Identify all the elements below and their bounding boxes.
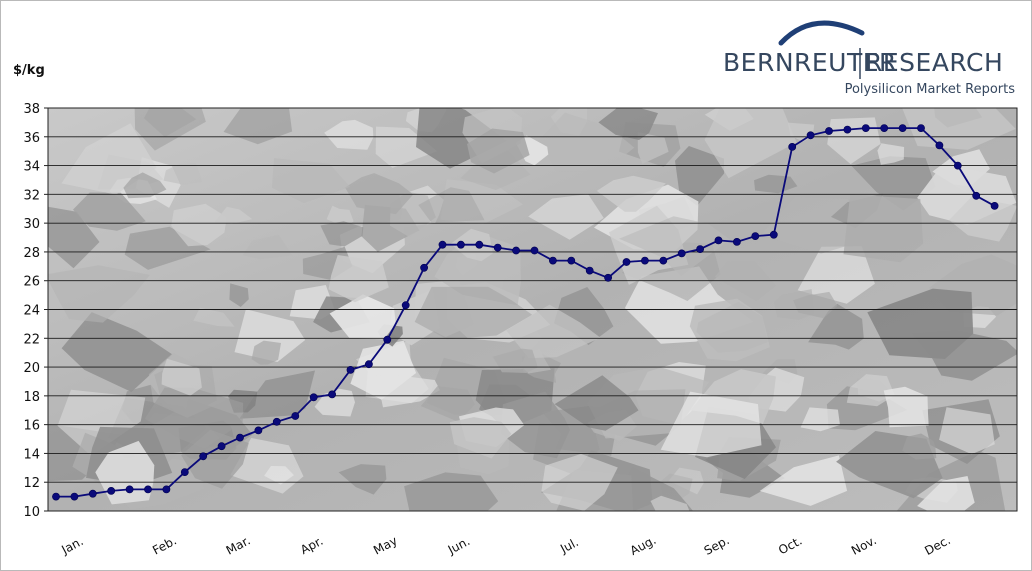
data-point <box>254 426 263 435</box>
data-point <box>70 492 79 501</box>
y-axis: 10 12 14 16 18 20 22 24 26 28 30 32 34 36 38 <box>23 102 48 520</box>
data-point <box>898 124 907 132</box>
bernreuter-research-logo: BERNREUTER RESEARCH Polysilicon Market R… <box>723 20 1016 97</box>
x-tick-label: Feb. <box>150 533 179 557</box>
x-tick-label: Oct. <box>776 534 804 558</box>
data-point <box>236 433 244 442</box>
data-point <box>769 230 778 239</box>
data-point <box>622 258 631 266</box>
x-tick-label: Nov. <box>849 533 879 558</box>
data-point <box>733 237 741 246</box>
logo-tagline: Polysilicon Market Reports <box>845 82 1016 97</box>
data-point <box>659 256 668 265</box>
data-point <box>125 485 134 494</box>
data-point <box>364 360 373 369</box>
data-point <box>585 266 594 275</box>
data-point <box>475 240 484 249</box>
data-point <box>788 142 797 151</box>
y-tick-label: 28 <box>23 246 40 261</box>
y-axis-unit-label: $/kg <box>13 63 45 78</box>
data-point <box>180 468 189 476</box>
data-point <box>291 412 300 420</box>
data-point <box>346 365 355 374</box>
x-tick-label: Jul. <box>557 535 581 556</box>
data-point <box>917 124 925 132</box>
price-series <box>52 124 999 501</box>
y-tick-label: 24 <box>23 304 40 319</box>
data-point <box>144 485 152 494</box>
data-point <box>217 442 226 451</box>
data-point <box>493 243 502 252</box>
data-point <box>806 131 815 140</box>
x-tick-label: Mar. <box>224 533 253 557</box>
y-tick-label: 34 <box>23 160 40 175</box>
data-point <box>383 335 392 344</box>
data-point <box>972 191 981 200</box>
logo-brand-right: RESEARCH <box>865 48 1003 77</box>
y-tick-label: 16 <box>23 419 40 434</box>
y-tick-label: 36 <box>23 131 40 146</box>
data-point <box>990 201 999 210</box>
logo-brand-left: BERNREUTER <box>723 48 897 77</box>
x-tick-label: Jun. <box>445 534 472 557</box>
y-tick-label: 14 <box>23 447 40 462</box>
x-axis: Jan. Feb. Mar. Apr. May Jun. Jul. Aug. Sep. Oct. N… <box>59 533 953 558</box>
data-point <box>880 124 889 132</box>
data-point <box>512 246 520 255</box>
data-point <box>401 301 410 310</box>
data-point <box>641 256 649 265</box>
x-tick-label: Aug. <box>628 533 659 558</box>
y-tick-label: 12 <box>23 476 40 491</box>
data-point <box>751 232 760 240</box>
x-tick-label: Jan. <box>59 534 86 557</box>
x-tick-label: Sep. <box>702 533 732 558</box>
data-point <box>530 246 539 255</box>
series-line <box>56 127 996 498</box>
x-tick-label: May <box>371 533 399 557</box>
data-point <box>677 249 686 258</box>
x-tick-label: Apr. <box>298 534 325 557</box>
data-point <box>604 273 612 282</box>
data-point <box>696 245 704 253</box>
data-point <box>456 240 465 249</box>
data-point <box>88 489 97 498</box>
data-point <box>825 127 833 135</box>
y-tick-label: 20 <box>23 361 40 376</box>
data-point <box>935 141 944 150</box>
data-point <box>420 263 428 272</box>
data-point <box>953 161 962 170</box>
data-point <box>107 486 116 495</box>
data-point <box>199 452 208 461</box>
y-tick-label: 32 <box>23 188 40 203</box>
data-point <box>272 417 281 426</box>
y-tick-label: 30 <box>23 217 40 232</box>
data-point <box>52 492 60 501</box>
plot-background-image <box>48 108 1017 511</box>
data-point <box>162 485 171 494</box>
data-point <box>438 240 447 249</box>
data-point <box>328 390 336 399</box>
data-point <box>714 236 723 245</box>
data-point <box>549 256 557 265</box>
y-tick-label: 26 <box>23 275 40 290</box>
logo-arc-icon <box>778 20 865 46</box>
y-tick-label: 18 <box>23 390 40 405</box>
y-tick-label: 10 <box>23 505 40 520</box>
data-point <box>843 125 852 134</box>
x-tick-label: Dec. <box>922 533 952 558</box>
y-tick-label: 38 <box>23 102 40 117</box>
data-point <box>861 124 870 132</box>
data-point <box>309 393 318 402</box>
y-tick-label: 22 <box>23 332 40 347</box>
data-point <box>567 256 576 265</box>
